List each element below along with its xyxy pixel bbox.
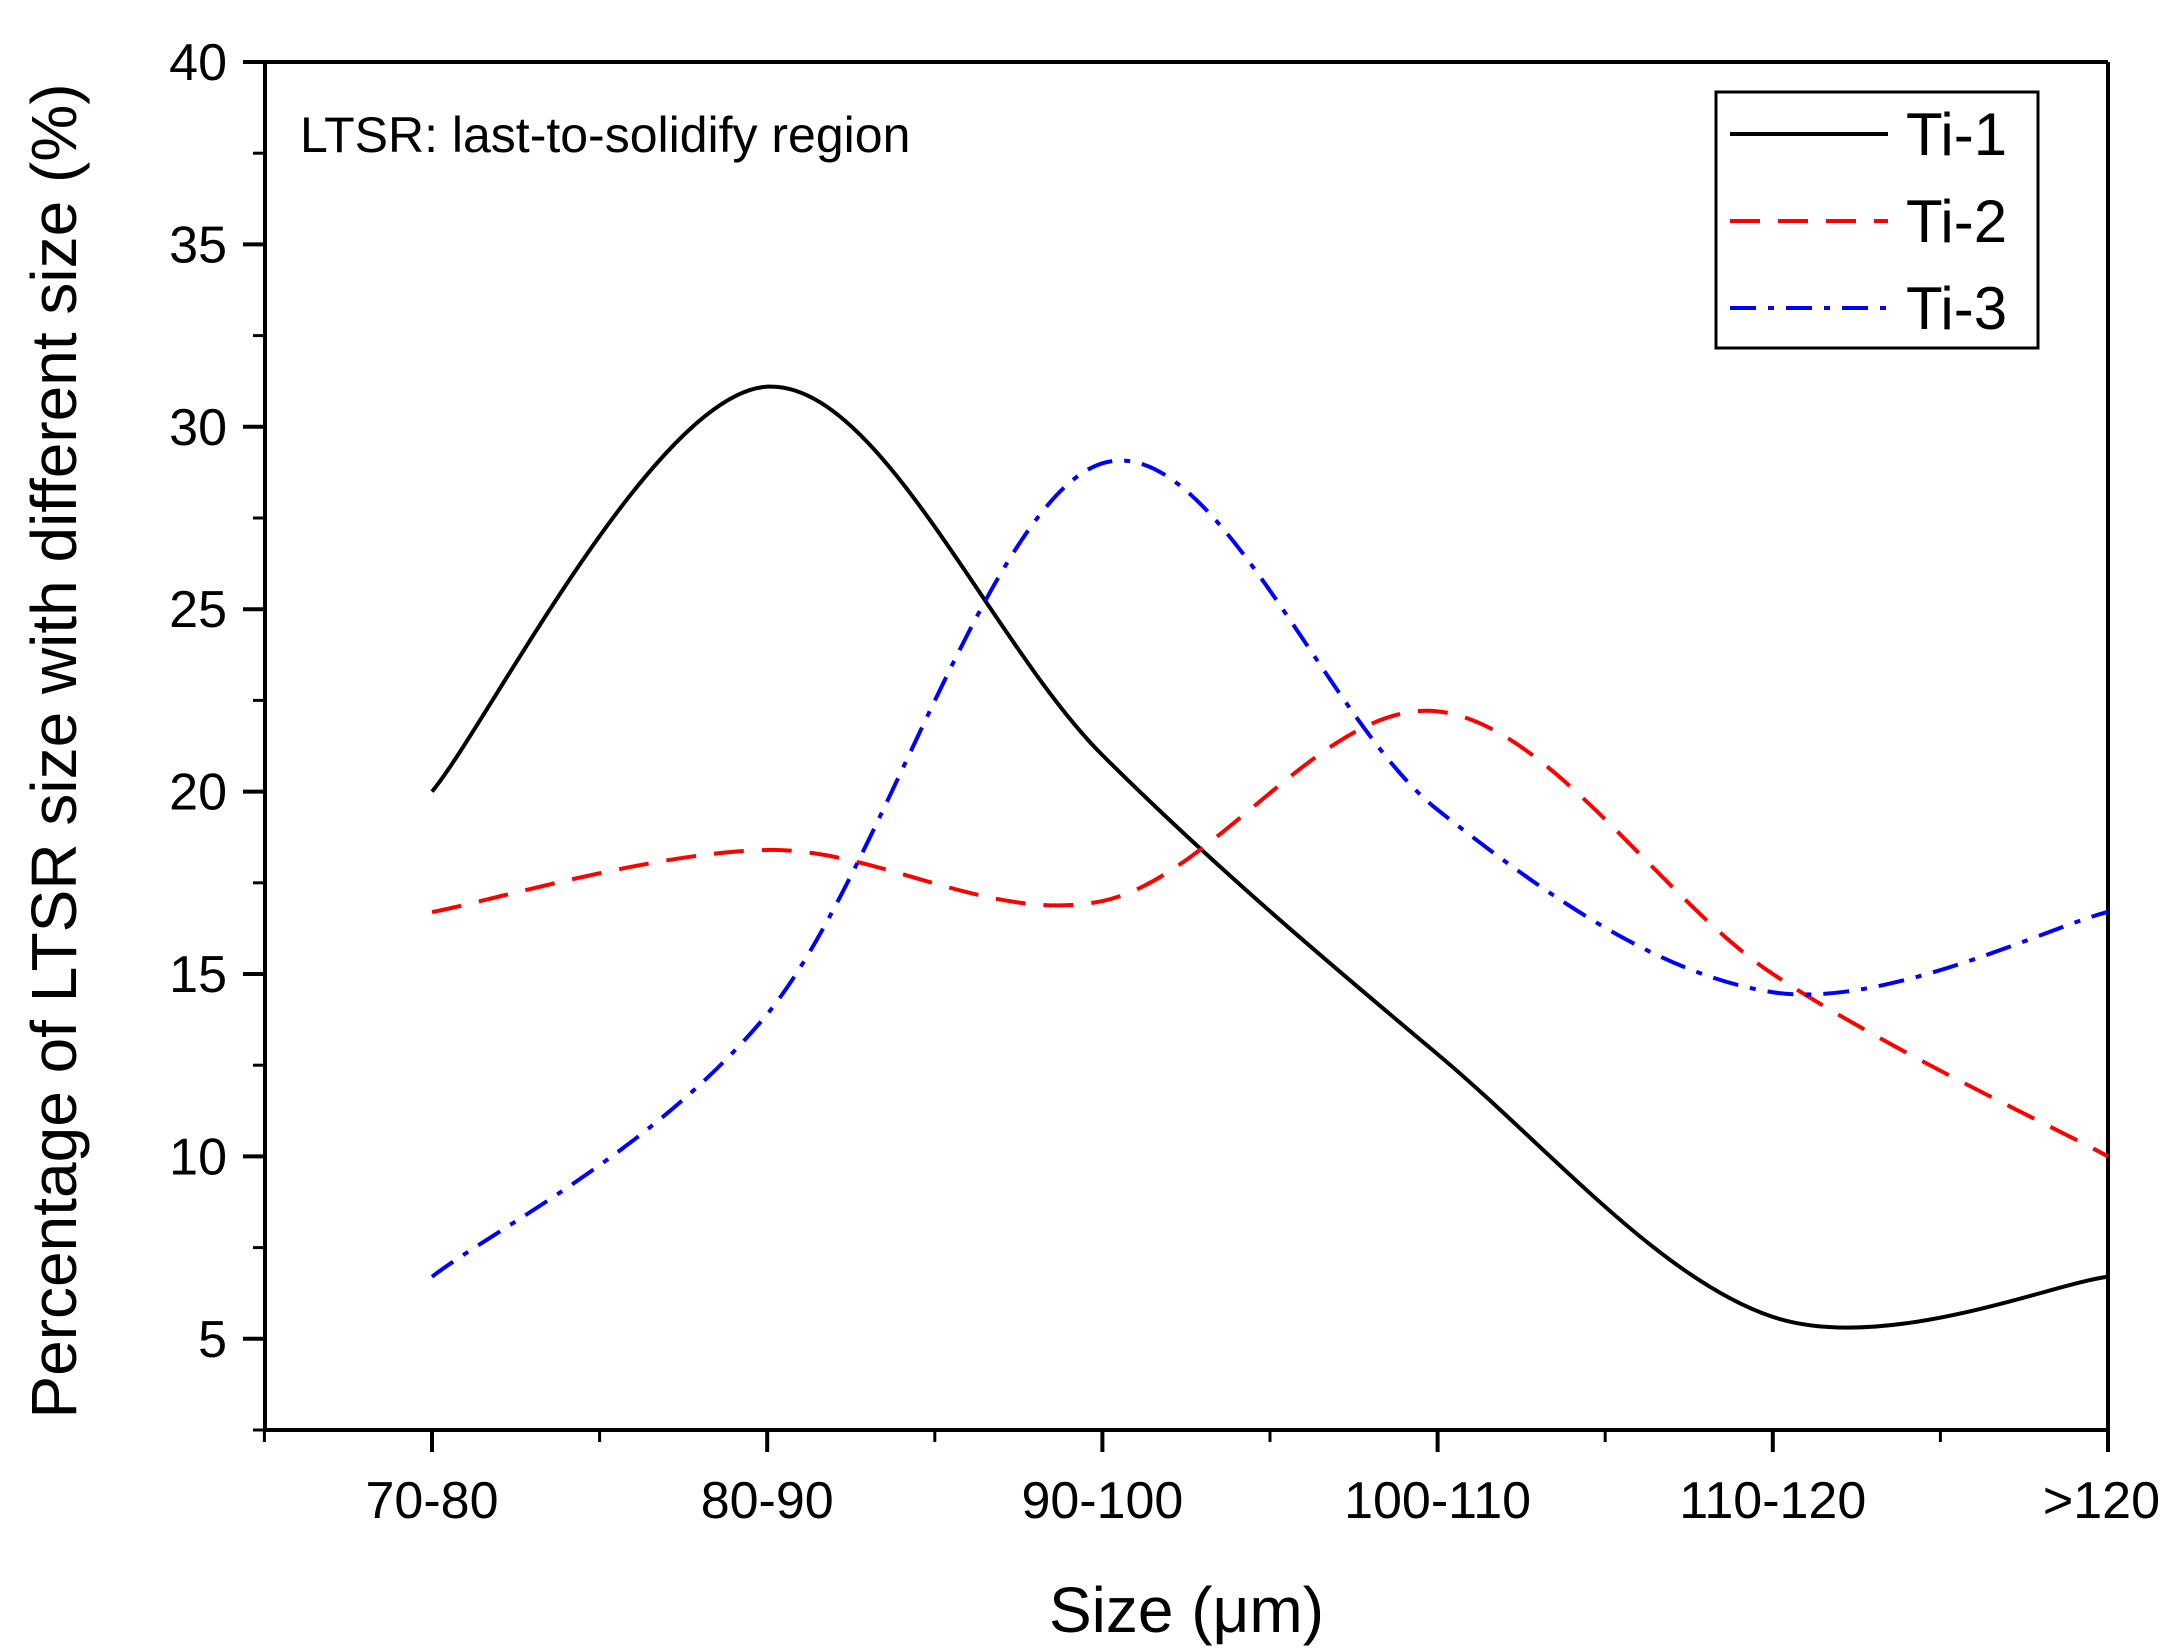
- y-tick-label: 40: [169, 34, 227, 92]
- series-line-ti-1: [430, 384, 2109, 1330]
- x-tick-label: 90-100: [1021, 1472, 1183, 1530]
- y-tick-label: 15: [169, 946, 227, 1004]
- plot-frame: [263, 60, 2110, 1432]
- x-tick-label: 100-110: [1344, 1472, 1531, 1530]
- y-tick-label: 20: [169, 764, 227, 822]
- series-line-ti-2: [431, 708, 2109, 1159]
- x-tick-label: 70-80: [366, 1472, 499, 1530]
- y-tick-label: 5: [198, 1311, 227, 1369]
- x-tick-label: 110-120: [1679, 1472, 1866, 1530]
- x-tick-label: 80-90: [701, 1472, 834, 1530]
- legend-label-ti-2: Ti-2: [1906, 188, 2007, 255]
- y-tick-label: 10: [169, 1128, 227, 1186]
- y-axis-ticks: 5 10 15 20 25 30 35 40: [169, 34, 265, 1432]
- x-axis-title: Size (μm): [1049, 1574, 1324, 1646]
- legend-label-ti-3: Ti-3: [1906, 275, 2007, 342]
- legend: Ti-1 Ti-2 Ti-3: [1714, 90, 2040, 350]
- y-axis-title: Percentage of LTSR size with different s…: [18, 83, 90, 1418]
- legend-label-ti-1: Ti-1: [1906, 101, 2007, 168]
- x-axis-ticks: 70-80 80-90 90-100 100-110 110-120 >120: [262, 1430, 2160, 1530]
- series-lines: [430, 384, 2109, 1330]
- y-tick-label: 35: [169, 216, 227, 274]
- y-tick-label: 30: [169, 399, 227, 457]
- y-tick-label: 25: [169, 581, 227, 639]
- series-line-ti-3: [430, 458, 2109, 1279]
- annotation-text: LTSR: last-to-solidify region: [300, 107, 910, 163]
- x-tick-label: >120: [2043, 1472, 2160, 1530]
